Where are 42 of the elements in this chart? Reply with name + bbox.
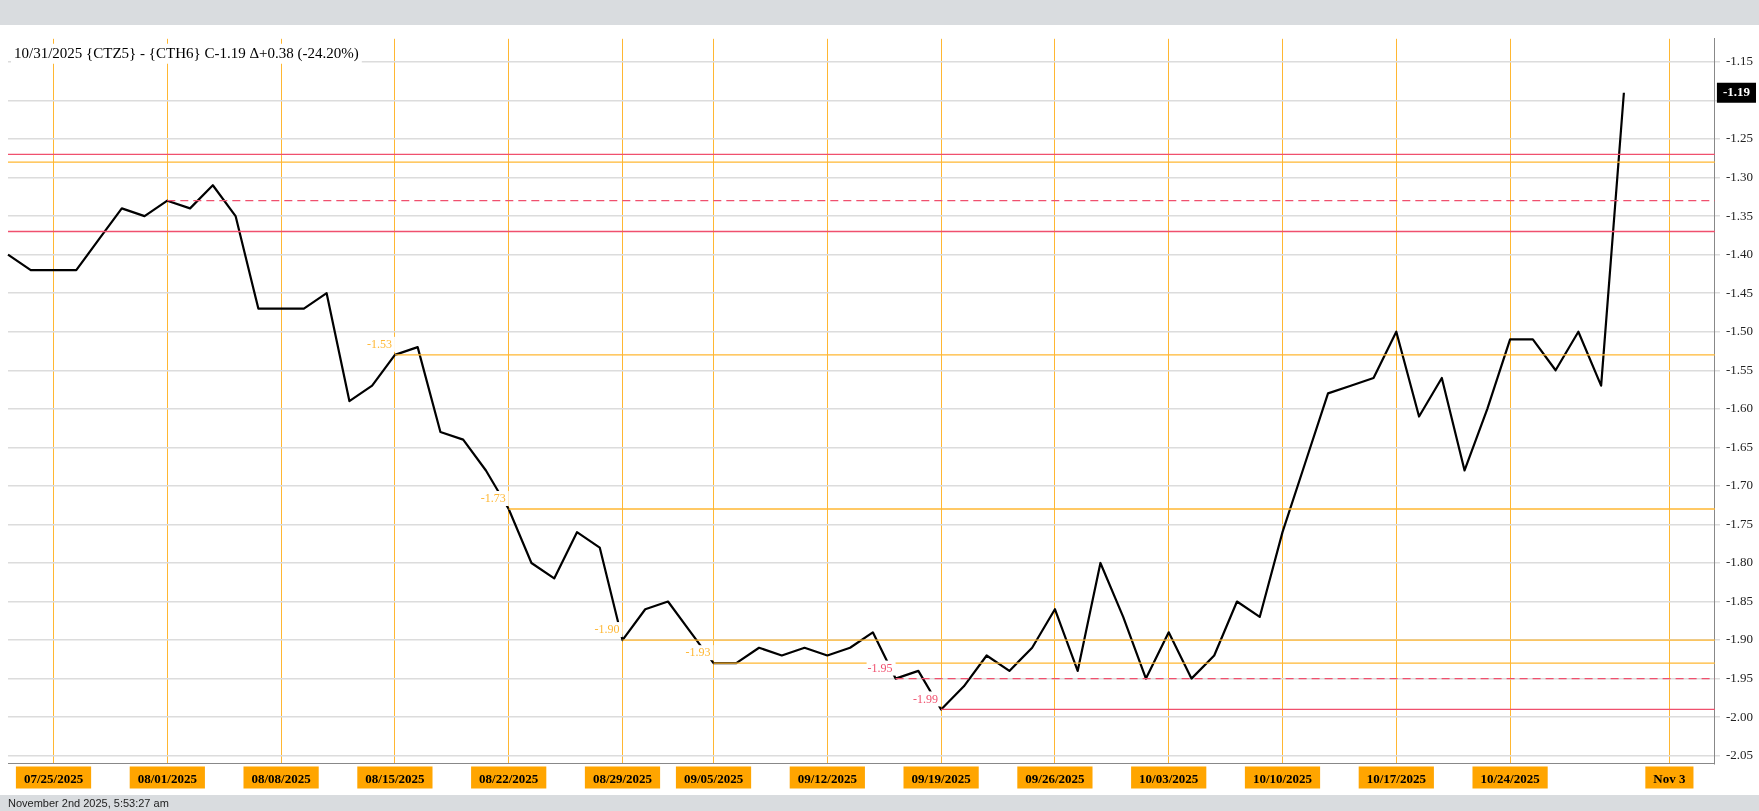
y-tick-label: -1.35 xyxy=(1725,207,1754,223)
y-tick-label: -1.55 xyxy=(1725,361,1754,377)
y-tick-label: -2.00 xyxy=(1725,708,1754,724)
ref-line-label: -1.90 xyxy=(594,622,620,637)
y-tick-label: -1.65 xyxy=(1725,438,1754,454)
x-tick-label: 08/22/2025 xyxy=(479,770,539,786)
y-tick-label: -1.25 xyxy=(1725,130,1754,146)
x-tick-label: 10/17/2025 xyxy=(1366,770,1427,786)
y-tick-label: -1.40 xyxy=(1725,246,1754,262)
x-tick-label: 08/08/2025 xyxy=(251,770,312,786)
text: November 2nd 2025, 5:53:27 am xyxy=(7,796,170,811)
y-tick-label: -1.75 xyxy=(1725,515,1754,531)
y-tick-label: -1.45 xyxy=(1725,284,1754,300)
y-tick-label: -1.85 xyxy=(1725,592,1754,608)
ref-line-label: -1.53 xyxy=(366,337,392,352)
x-tick-label: 09/26/2025 xyxy=(1025,770,1086,786)
y-tick-label: -1.50 xyxy=(1725,323,1754,339)
y-tick-label: -1.70 xyxy=(1725,477,1754,493)
ref-line-label: -1.95 xyxy=(867,660,893,675)
annotation: -1.19 xyxy=(1722,84,1751,100)
x-tick-label: 08/01/2025 xyxy=(137,770,198,786)
y-tick-label: -1.15 xyxy=(1725,53,1754,69)
ref-line-label: -1.73 xyxy=(480,491,506,506)
y-tick-label: -1.95 xyxy=(1725,670,1754,686)
x-tick-label: 07/25/2025 xyxy=(23,770,84,786)
y-tick-label: -1.60 xyxy=(1725,400,1754,416)
y-tick-label: -1.30 xyxy=(1725,168,1754,184)
chart-title: 10/31/2025 {CTZ5} - {CTH6} C-1.19 Δ+0.38 (-24.20%) xyxy=(14,45,359,63)
y-tick-label: -1.80 xyxy=(1725,554,1754,570)
x-tick-label: 10/24/2025 xyxy=(1480,770,1541,786)
x-tick-label: 08/15/2025 xyxy=(365,770,426,786)
y-tick-label: -1.90 xyxy=(1725,631,1754,647)
x-tick-label: 09/19/2025 xyxy=(911,770,972,786)
ref-line-label: -1.93 xyxy=(685,645,711,660)
ref-line-label: -1.99 xyxy=(913,691,939,706)
x-tick-label: Nov 3 xyxy=(1653,770,1686,786)
x-tick-label: 09/12/2025 xyxy=(797,770,858,786)
y-tick-label: -2.05 xyxy=(1725,747,1754,763)
x-tick-label: 10/03/2025 xyxy=(1139,770,1199,786)
x-tick-label: 10/10/2025 xyxy=(1252,770,1313,786)
x-tick-label: 08/29/2025 xyxy=(592,770,653,786)
x-tick-label: 09/05/2025 xyxy=(683,770,744,786)
